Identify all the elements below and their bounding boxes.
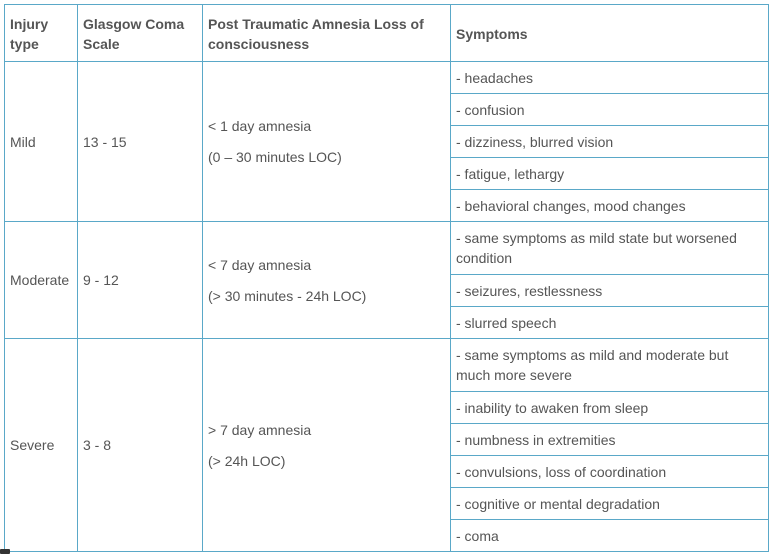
pta-text: < 7 day amnesia [208,256,312,273]
table-row: - inability to awaken from sleep [5,391,769,424]
table-row: Mild 13 - 15 < 1 day amnesia (0 – 30 min… [4,61,769,222]
header-symptoms: Symptoms [450,4,769,62]
table-row: - behavioral changes, mood changes [5,189,769,222]
header-glasgow-coma-scale: Glasgow Coma Scale [77,4,203,62]
gcs-cell: 9 - 12 [77,221,203,339]
table-row: - coma [5,519,769,552]
injury-type-cell: Mild [4,61,78,222]
symptom-cell: - numbness in extremities [450,423,769,456]
loc-text: (> 30 minutes - 24h LOC) [208,287,367,304]
symptom-cell: - confusion [450,93,769,126]
injury-table: Injury type Glasgow Coma Scale Post Trau… [4,4,769,552]
table-row: Severe 3 - 8 > 7 day amnesia (> 24h LOC)… [4,338,769,552]
symptom-cell: - seizures, restlessness [450,274,769,307]
truncated-text-fragment [0,549,10,554]
symptom-cell: - same symptoms as mild and moderate but… [450,338,769,392]
symptom-cell: - slurred speech [450,306,769,339]
table-row: - cognitive or mental degradation [5,487,769,520]
symptom-cell: - inability to awaken from sleep [450,391,769,424]
table-row: - convulsions, loss of coordination [5,455,769,488]
table-row: - confusion [5,93,769,126]
pta-loc-cell: < 1 day amnesia (0 – 30 minutes LOC) [202,61,451,222]
symptom-cell: - convulsions, loss of coordination [450,455,769,488]
injury-type-cell: Moderate [4,221,78,339]
pta-loc-cell: < 7 day amnesia (> 30 minutes - 24h LOC) [202,221,451,339]
table-row: - seizures, restlessness [5,274,769,307]
header-row: Injury type Glasgow Coma Scale Post Trau… [4,4,769,62]
table-row: - slurred speech [5,306,769,339]
symptom-cell: - dizziness, blurred vision [450,125,769,158]
gcs-cell: 3 - 8 [77,338,203,552]
symptom-cell: - fatigue, lethargy [450,157,769,190]
pta-loc-cell: > 7 day amnesia (> 24h LOC) [202,338,451,552]
symptom-cell: - cognitive or mental degradation [450,487,769,520]
header-injury-type: Injury type [4,4,78,62]
table-row: Moderate 9 - 12 < 7 day amnesia (> 30 mi… [4,221,769,339]
symptom-cell: - behavioral changes, mood changes [450,189,769,222]
symptom-cell: - headaches [450,61,769,94]
loc-text: (0 – 30 minutes LOC) [208,149,342,165]
gcs-cell: 13 - 15 [77,61,203,222]
pta-text: < 1 day amnesia [208,118,312,134]
pta-text: > 7 day amnesia [208,421,312,438]
header-pta-loc: Post Traumatic Amnesia Loss of conscious… [202,4,451,62]
loc-text: (> 24h LOC) [208,452,286,469]
injury-type-cell: Severe [4,338,78,552]
symptom-cell: - coma [450,519,769,552]
symptom-cell: - same symptoms as mild state but worsen… [450,221,769,275]
table-row: - dizziness, blurred vision [5,125,769,158]
table-row: - numbness in extremities [5,423,769,456]
